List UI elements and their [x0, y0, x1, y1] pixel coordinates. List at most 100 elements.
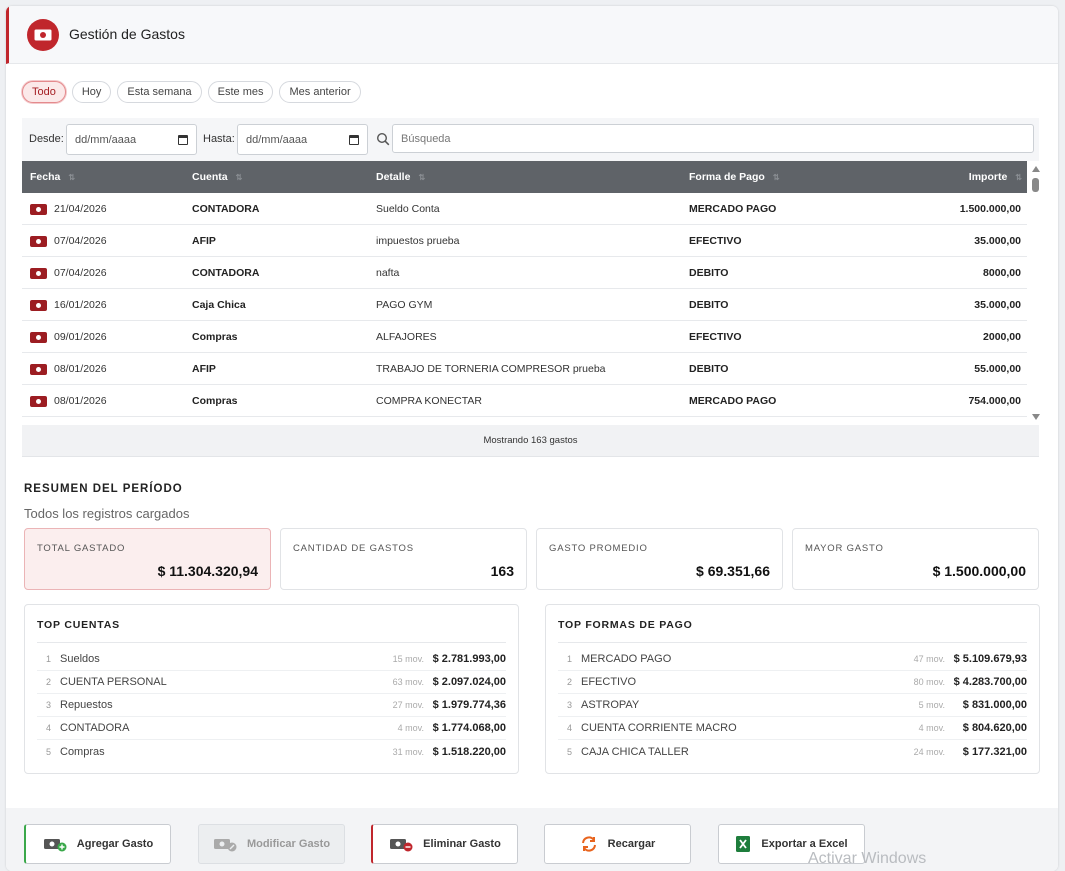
- list-item-mov: 80 mov.: [913, 677, 945, 687]
- cell-fecha-text: 07/04/2026: [54, 267, 107, 279]
- list-item: 5 CAJA CHICA TALLER 24 mov. $ 177.321,00: [558, 740, 1027, 763]
- cell-forma-pago: EFECTIVO: [689, 235, 742, 247]
- list-item: 1 MERCADO PAGO 47 mov. $ 5.109.679,93: [558, 648, 1027, 671]
- list-item: 3 Repuestos 27 mov. $ 1.979.774,36: [37, 694, 506, 717]
- reload-button[interactable]: Recargar: [544, 824, 691, 864]
- table-row[interactable]: 09/01/2026 Compras ALFAJORES EFECTIVO 2000,0…: [22, 321, 1027, 353]
- table-row[interactable]: 07/04/2026 AFIP impuestos prueba EFECTIVO 35…: [22, 225, 1027, 257]
- table-row[interactable]: 07/04/2026 CONTADORA nafta DEBITO 8000,00: [22, 257, 1027, 289]
- expenses-table: Fecha ⇅ Cuenta ⇅ Detalle ⇅ Forma de Pago ⇅ I…: [22, 161, 1027, 419]
- sort-icon: ⇅: [68, 172, 75, 182]
- top-cuentas-title: TOP CUENTAS: [37, 619, 120, 631]
- money-icon: [30, 395, 47, 407]
- cell-cuenta: AFIP: [192, 363, 216, 375]
- col-importe[interactable]: Importe ⇅: [969, 161, 1022, 193]
- card-label: TOTAL GASTADO: [37, 543, 126, 554]
- list-item-amount: $ 804.620,00: [962, 722, 1027, 734]
- summary-section: RESUMEN DEL PERÍODO Todos los registros …: [6, 458, 1058, 808]
- money-icon: [30, 203, 47, 215]
- export-excel-button[interactable]: Exportar a Excel: [718, 824, 865, 864]
- cell-fecha: 07/04/2026: [30, 225, 107, 257]
- cell-importe: 2000,00: [983, 331, 1021, 343]
- filter-este-mes[interactable]: Este mes: [207, 81, 274, 103]
- cell-fecha-text: 08/01/2026: [54, 395, 107, 407]
- table-row[interactable]: 08/01/2026 Compras COMPRA KONECTAR MERCADO …: [22, 385, 1027, 417]
- top-formas-box: TOP FORMAS DE PAGO 1 MERCADO PAGO 47 mov. $…: [545, 604, 1040, 774]
- hasta-date-input[interactable]: dd/mm/aaaa: [237, 124, 368, 155]
- cell-importe: 55.000,00: [974, 363, 1021, 375]
- scroll-down-arrow-icon[interactable]: [1032, 414, 1040, 420]
- col-cuenta[interactable]: Cuenta ⇅: [192, 161, 243, 193]
- list-item-mov: 63 mov.: [392, 677, 424, 687]
- cell-importe: 1.500.000,00: [959, 203, 1021, 215]
- cell-detalle: impuestos prueba: [376, 235, 460, 247]
- cell-fecha: 21/04/2026: [30, 193, 107, 225]
- cell-cuenta: CONTADORA: [192, 203, 260, 215]
- delete-expense-button[interactable]: Eliminar Gasto: [371, 824, 518, 864]
- card-mayor-gasto: MAYOR GASTO $ 1.500.000,00: [792, 528, 1039, 590]
- list-item-amount: $ 1.979.774,36: [432, 699, 506, 711]
- list-item: 1 Sueldos 15 mov. $ 2.781.993,00: [37, 648, 506, 671]
- filter-hoy[interactable]: Hoy: [71, 81, 112, 103]
- cell-cuenta: Compras: [192, 395, 238, 407]
- card-label: CANTIDAD DE GASTOS: [293, 543, 414, 554]
- scroll-up-arrow-icon[interactable]: [1032, 166, 1040, 172]
- list-item-name: CAJA CHICA TALLER: [581, 745, 689, 758]
- cell-fecha: 16/01/2026: [30, 289, 107, 321]
- list-item-name: Repuestos: [60, 699, 113, 711]
- money-icon: [30, 299, 47, 311]
- action-bar: Agregar Gasto Modificar Gasto Eliminar G…: [6, 808, 1058, 871]
- hasta-label: Hasta:: [203, 133, 235, 145]
- desde-date-input[interactable]: dd/mm/aaaa: [66, 124, 197, 155]
- list-item-amount: $ 5.109.679,93: [953, 653, 1027, 665]
- table-row[interactable]: 21/04/2026 CONTADORA Sueldo Conta MERCADO P…: [22, 193, 1027, 225]
- filter-mes-anterior[interactable]: Mes anterior: [279, 81, 361, 103]
- cell-detalle: TRABAJO DE TORNERIA COMPRESOR prueba: [376, 363, 606, 375]
- list-item-name: CONTADORA: [60, 722, 130, 734]
- search-input[interactable]: Búsqueda: [392, 124, 1034, 153]
- main-panel: Gestión de Gastos Todo Hoy Esta semana E…: [6, 6, 1058, 871]
- cell-cuenta: Caja Chica: [192, 299, 246, 311]
- refresh-icon: [581, 836, 596, 852]
- hasta-date-placeholder: dd/mm/aaaa: [246, 133, 308, 146]
- sort-icon: ⇅: [772, 172, 780, 182]
- delete-expense-label: Eliminar Gasto: [423, 838, 501, 850]
- add-expense-button[interactable]: Agregar Gasto: [24, 824, 171, 864]
- table-row[interactable]: 08/01/2026 AFIP TRABAJO DE TORNERIA COMPRE…: [22, 353, 1027, 385]
- filter-esta-semana[interactable]: Esta semana: [117, 81, 202, 103]
- page-header: Gestión de Gastos: [6, 6, 1058, 64]
- card-gasto-promedio: GASTO PROMEDIO $ 69.351,66: [536, 528, 783, 590]
- table-row[interactable]: 16/01/2026 Caja Chica PAGO GYM DEBITO 35.000…: [22, 289, 1027, 321]
- col-fecha[interactable]: Fecha ⇅: [30, 161, 75, 193]
- list-item-name: MERCADO PAGO: [581, 653, 672, 665]
- edit-expense-button[interactable]: Modificar Gasto: [198, 824, 345, 864]
- list-item-amount: $ 2.097.024,00: [432, 676, 506, 688]
- list-item: 2 CUENTA PERSONAL 63 mov. $ 2.097.024,00: [37, 671, 506, 694]
- list-item-rank: 3: [566, 700, 572, 710]
- col-detalle[interactable]: Detalle ⇅: [376, 161, 425, 193]
- add-expense-label: Agregar Gasto: [76, 838, 154, 850]
- card-label: MAYOR GASTO: [805, 543, 884, 554]
- money-icon: [30, 267, 47, 279]
- top-formas-list: 1 MERCADO PAGO 47 mov. $ 5.109.679,93 2 EFECT…: [558, 648, 1027, 763]
- reload-label: Recargar: [607, 838, 656, 850]
- scroll-thumb[interactable]: [1032, 178, 1039, 192]
- cell-importe: 35.000,00: [974, 235, 1021, 247]
- calendar-icon[interactable]: [178, 134, 188, 145]
- cell-cuenta: CONTADORA: [192, 267, 260, 279]
- card-value: $ 69.351,66: [696, 563, 770, 579]
- list-item-name: CUENTA CORRIENTE MACRO: [581, 722, 737, 734]
- col-forma-pago[interactable]: Forma de Pago ⇅: [689, 161, 780, 193]
- cell-detalle: Sueldo Conta: [376, 203, 440, 215]
- cell-fecha-text: 08/01/2026: [54, 363, 107, 375]
- expense-logo-icon: [27, 19, 59, 51]
- calendar-icon[interactable]: [349, 134, 359, 145]
- desde-label: Desde:: [29, 133, 64, 145]
- list-item-rank: 4: [45, 723, 51, 733]
- col-cuenta-label: Cuenta: [192, 171, 228, 183]
- list-item-amount: $ 4.283.700,00: [953, 676, 1027, 688]
- table-scrollbar[interactable]: [1030, 164, 1040, 422]
- sort-icon: ⇅: [235, 172, 243, 182]
- filter-todo[interactable]: Todo: [22, 81, 66, 103]
- card-value: $ 11.304.320,94: [157, 563, 258, 579]
